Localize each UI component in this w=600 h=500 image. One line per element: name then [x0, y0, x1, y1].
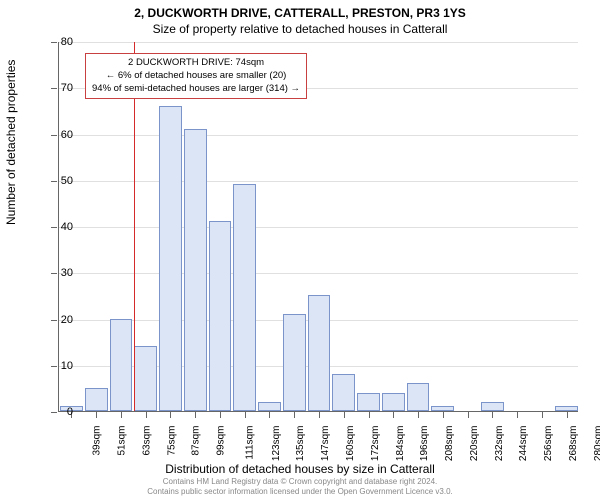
y-tick-label: 80 [61, 36, 73, 48]
histogram-bar [481, 402, 504, 411]
histogram-bar [283, 314, 306, 411]
histogram-bar [258, 402, 281, 411]
y-tick-label: 70 [61, 82, 73, 94]
histogram-bar [431, 406, 454, 411]
x-tick-label: 39sqm [92, 426, 103, 456]
histogram-bar [134, 346, 157, 411]
y-tick [51, 227, 57, 228]
gridline [59, 181, 578, 182]
x-tick-label: 147sqm [320, 426, 331, 462]
x-tick-label: 75sqm [166, 426, 177, 456]
histogram-bar [159, 106, 182, 411]
x-tick-label: 268sqm [568, 426, 579, 462]
gridline [59, 273, 578, 274]
histogram-bar [382, 393, 405, 412]
gridline [59, 135, 578, 136]
x-tick [245, 412, 246, 418]
gridline [59, 227, 578, 228]
x-tick [443, 412, 444, 418]
x-tick-label: 63sqm [141, 426, 152, 456]
x-tick [542, 412, 543, 418]
y-tick-label: 10 [61, 360, 73, 372]
x-tick-label: 135sqm [296, 426, 307, 462]
x-tick [344, 412, 345, 418]
x-tick-label: 196sqm [419, 426, 430, 462]
x-tick-label: 172sqm [370, 426, 381, 462]
x-tick [567, 412, 568, 418]
x-tick [96, 412, 97, 418]
x-tick [393, 412, 394, 418]
x-tick-label: 123sqm [271, 426, 282, 462]
y-tick [51, 273, 57, 274]
histogram-bar [209, 221, 232, 411]
x-tick-label: 87sqm [191, 426, 202, 456]
x-tick-label: 232sqm [494, 426, 505, 462]
x-tick [121, 412, 122, 418]
x-tick [468, 412, 469, 418]
x-tick [269, 412, 270, 418]
x-tick [146, 412, 147, 418]
y-tick-label: 40 [61, 221, 73, 233]
histogram-bar [555, 406, 578, 411]
x-tick [220, 412, 221, 418]
x-tick-label: 160sqm [345, 426, 356, 462]
y-tick [51, 88, 57, 89]
x-tick [195, 412, 196, 418]
x-tick [170, 412, 171, 418]
x-tick-label: 280sqm [593, 426, 600, 462]
histogram-bar [184, 129, 207, 411]
x-tick-label: 256sqm [543, 426, 554, 462]
x-tick [294, 412, 295, 418]
y-tick-label: 0 [67, 406, 73, 418]
y-tick [51, 320, 57, 321]
histogram-bar [308, 295, 331, 411]
y-tick [51, 42, 57, 43]
annotation-line-3: 94% of semi-detached houses are larger (… [92, 83, 300, 96]
x-axis-label: Distribution of detached houses by size … [165, 462, 434, 476]
x-tick [369, 412, 370, 418]
x-tick [418, 412, 419, 418]
histogram-bar [110, 319, 133, 412]
gridline [59, 42, 578, 43]
annotation-box: 2 DUCKWORTH DRIVE: 74sqm← 6% of detached… [85, 53, 307, 99]
x-tick [319, 412, 320, 418]
x-tick-label: 99sqm [216, 426, 227, 456]
histogram-bar [357, 393, 380, 412]
y-tick [51, 181, 57, 182]
x-tick-label: 51sqm [117, 426, 128, 456]
histogram-bar [233, 184, 256, 411]
footer-line-2: Contains public sector information licen… [147, 487, 453, 497]
histogram-bar [332, 374, 355, 411]
x-tick [492, 412, 493, 418]
y-tick-label: 30 [61, 267, 73, 279]
x-tick-label: 208sqm [444, 426, 455, 462]
y-tick [51, 135, 57, 136]
annotation-line-1: 2 DUCKWORTH DRIVE: 74sqm [92, 57, 300, 70]
histogram-bar [85, 388, 108, 411]
x-tick-label: 111sqm [245, 426, 256, 460]
y-axis-label: Number of detached properties [4, 60, 18, 225]
chart-title-sub: Size of property relative to detached ho… [153, 22, 448, 36]
x-tick-label: 244sqm [518, 426, 529, 462]
y-tick-label: 20 [61, 314, 73, 326]
y-tick [51, 366, 57, 367]
chart-footer: Contains HM Land Registry data © Crown c… [147, 477, 453, 497]
chart-title-main: 2, DUCKWORTH DRIVE, CATTERALL, PRESTON, … [134, 6, 466, 20]
y-tick [51, 412, 57, 413]
x-tick [517, 412, 518, 418]
x-tick-label: 220sqm [469, 426, 480, 462]
annotation-line-2: ← 6% of detached houses are smaller (20) [92, 70, 300, 83]
x-tick-label: 184sqm [395, 426, 406, 462]
histogram-bar [407, 383, 430, 411]
y-tick-label: 60 [61, 129, 73, 141]
footer-line-1: Contains HM Land Registry data © Crown c… [147, 477, 453, 487]
y-tick-label: 50 [61, 175, 73, 187]
